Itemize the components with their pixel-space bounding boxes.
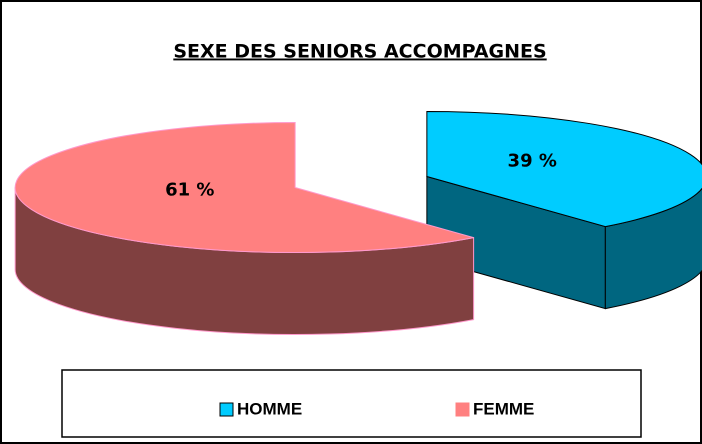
- legend-label: HOMME: [237, 399, 302, 418]
- chart-title: SEXE DES SENIORS ACCOMPAGNES: [173, 41, 546, 63]
- legend-swatch: [455, 402, 470, 417]
- slice-top: [426, 110, 702, 228]
- data-label: 39 %: [508, 151, 557, 172]
- legend-box: [61, 369, 642, 438]
- legend-label: FEMME: [473, 399, 534, 418]
- slice-top: [14, 122, 474, 254]
- legend-swatch: [219, 402, 234, 417]
- data-label: 61 %: [165, 179, 214, 200]
